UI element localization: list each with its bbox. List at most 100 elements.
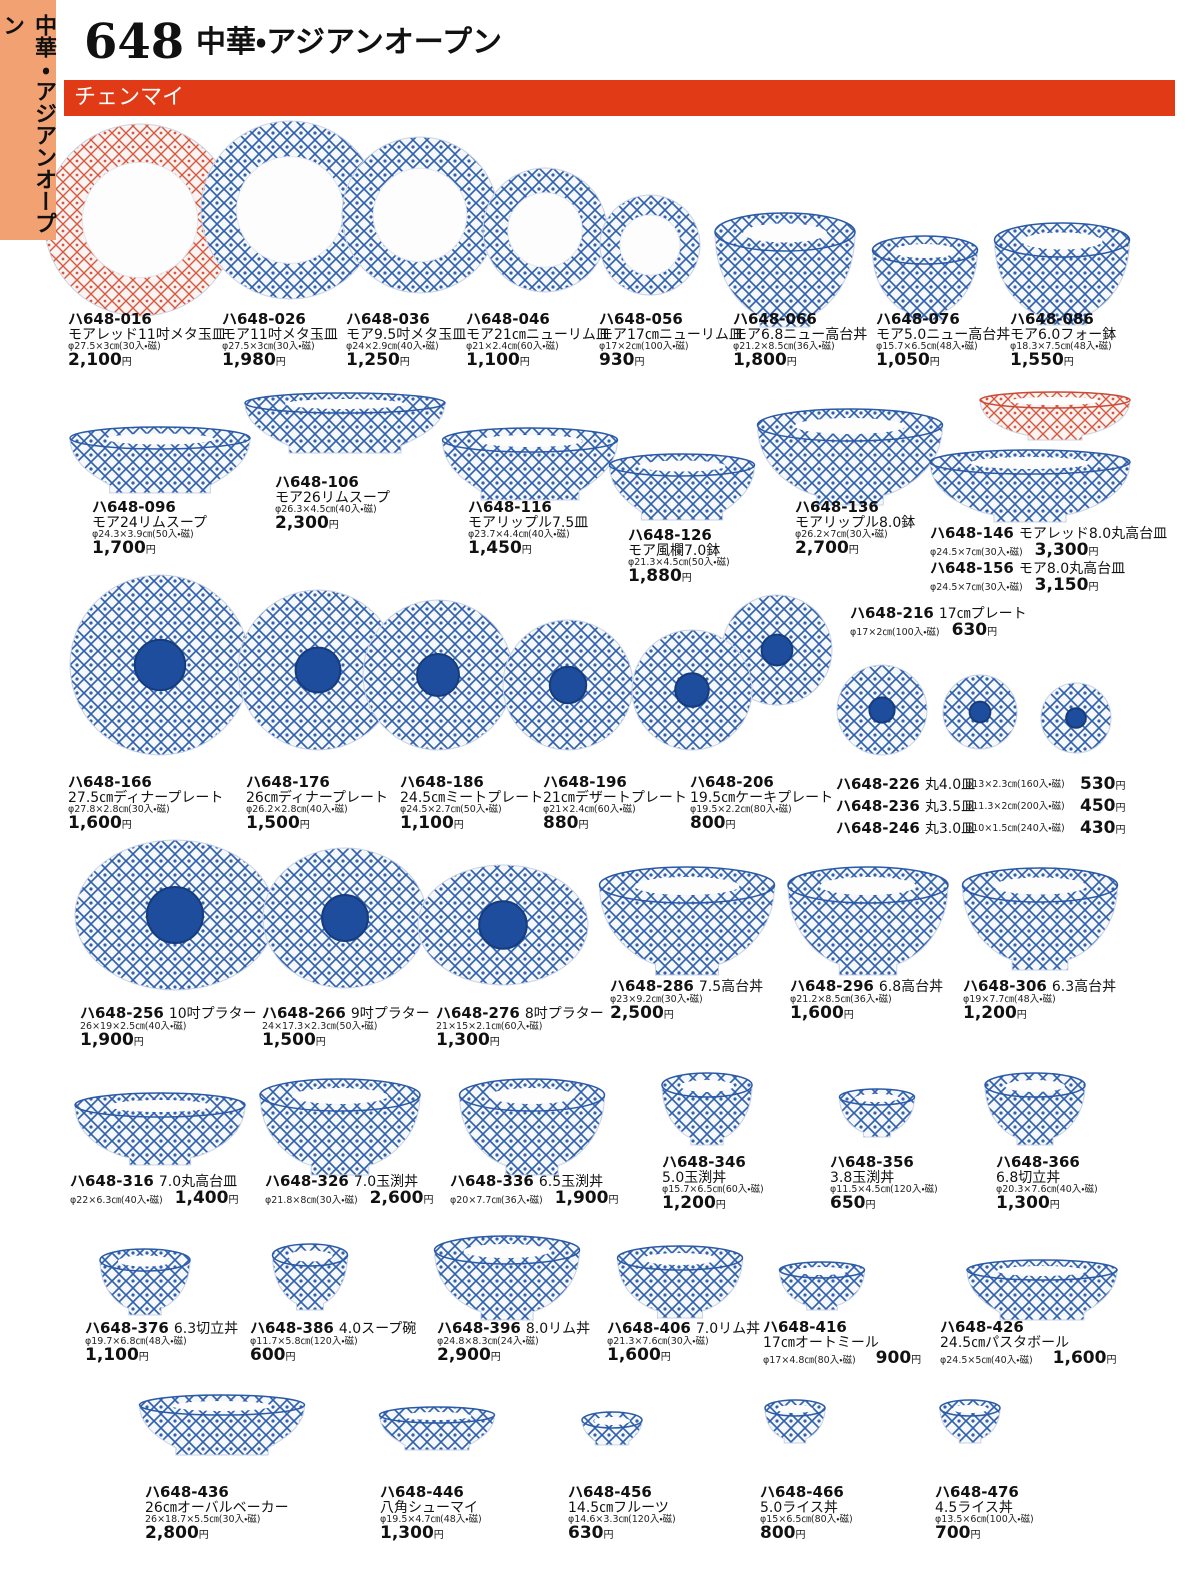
spec-price-line: φ17×2㎝(100入・磁) 630円: [850, 619, 1027, 640]
product-spec: φ15.7×6.5㎝(60入・磁): [662, 1184, 764, 1196]
product-spec: φ19.7×6.8㎝(48入・磁): [85, 1335, 187, 1347]
price-value: 630: [951, 619, 988, 640]
product-spec: 26×19×2.5㎝(40入・磁): [80, 1020, 187, 1032]
plate-center: [548, 665, 588, 705]
plate-center: [81, 161, 199, 279]
product-name: 10吋プラター: [168, 1006, 257, 1022]
bowl-inside: [1021, 232, 1103, 250]
product-name: 7.0リム丼: [695, 1321, 761, 1337]
currency: 円: [1088, 546, 1099, 558]
bowl-inside: [638, 460, 726, 472]
price-line: 2,700円: [795, 539, 915, 558]
price: 1,100円: [466, 350, 530, 370]
product-spec: φ15.7×6.5㎝(48入・磁): [876, 341, 978, 353]
product-label: ハ648-316 7.0丸高台皿 φ22×6.3㎝(40入・磁) 1,400円: [70, 1173, 238, 1208]
currency: 円: [725, 820, 736, 832]
price-line: 630円: [568, 1524, 676, 1543]
bowl-inside: [993, 877, 1087, 895]
price: 1,250円: [346, 350, 410, 370]
product-label: ハ648-336 6.5玉渕丼 φ20×7.7㎝(36入・磁) 1,900円: [450, 1173, 618, 1208]
currency: 円: [328, 520, 339, 532]
product-name: 6.8切立丼: [996, 1169, 1061, 1186]
price-value: 1,880: [628, 566, 682, 587]
product-label: ハ648-186 24.5㎝ミートプレート φ24.5×2.7㎝(50入・磁) 1,1…: [400, 773, 543, 833]
currency: 円: [603, 1530, 614, 1542]
bowl-inside: [287, 1250, 333, 1262]
price: 1,400円: [175, 1188, 239, 1208]
price-value: 3,300: [1034, 539, 1089, 560]
product-name: 6.5玉渕丼: [538, 1174, 604, 1190]
plate-center: [294, 646, 342, 694]
currency: 円: [275, 357, 286, 369]
price: 1,500円: [246, 813, 310, 833]
product-spec: φ27.5×3㎝(30入・磁): [222, 341, 315, 353]
product-name: 4.5ライス丼: [935, 1499, 1013, 1516]
product-name: モア9.5吋メタ玉皿: [346, 326, 467, 343]
price: 800円: [690, 813, 736, 833]
price: 1,300円: [380, 1523, 444, 1543]
price-line: 1,600円: [607, 1346, 760, 1365]
product-spec: φ19.5×4.7㎝(48入・磁): [380, 1514, 482, 1526]
currency: 円: [399, 357, 410, 369]
price: 2,100円: [68, 350, 132, 370]
bowl-body: [871, 249, 979, 321]
product-spec: φ11.3×2㎝(200入・磁): [966, 801, 1065, 812]
bowl-body: [979, 399, 1131, 441]
product-label: ハ648-346 5.0玉渕丼 φ15.7×6.5㎝(60入・磁) 1,200円: [662, 1154, 764, 1213]
product-code: ハ648-316: [70, 1172, 154, 1190]
product-spec: φ18.3×7.5㎝(48入・磁): [1010, 341, 1112, 353]
product-name: モア5.0ニュー高台丼: [876, 326, 1011, 343]
product-code: ハ648-106: [275, 473, 359, 491]
bowl-inside: [997, 1266, 1087, 1276]
product-code: ハ648-366: [996, 1153, 1080, 1171]
price-value: 900: [875, 1348, 912, 1369]
plate-center: [674, 672, 710, 708]
product-spec: φ24×2.9㎝(40入・磁): [346, 341, 439, 353]
product-name: 26㎝オーバルベーカー: [145, 1499, 289, 1516]
product-label: ハ648-226 丸4.0皿 φ13×2.3㎝(160入・磁) 530円: [836, 775, 1126, 796]
product-label: ハ648-366 6.8切立丼 φ20.3×7.6㎝(40入・磁) 1,300円: [996, 1153, 1098, 1213]
bowl-body: [661, 1084, 753, 1146]
price: 1,600円: [68, 813, 132, 833]
product-name: 5.0ライス丼: [760, 1499, 838, 1516]
product-spec: φ24.8×8.3㎝(24入・磁): [437, 1335, 539, 1347]
price-value: 450: [1080, 796, 1116, 816]
product-name: 7.5高台丼: [698, 979, 764, 995]
product-spec: φ17×2㎝(100入・磁): [599, 341, 689, 353]
product-name: 6.8高台丼: [878, 979, 944, 995]
product-code: ハ648-186: [400, 773, 484, 791]
currency: 円: [660, 1351, 671, 1363]
product-name: モア11吋メタ玉皿: [222, 326, 338, 343]
price: 3,150円: [1035, 575, 1099, 595]
product-spec: φ24.5×5㎝(40入・磁): [940, 1355, 1033, 1367]
price-line: 2,300円: [275, 513, 390, 533]
bowl-body: [787, 884, 949, 976]
product-name: 8吋プラター: [524, 1006, 604, 1022]
currency: 円: [843, 1009, 854, 1021]
price-line: 930円: [599, 351, 743, 370]
price-line: 1,500円: [246, 813, 388, 833]
product-label: ハ648-076 モア5.0ニュー高台丼 φ15.7×6.5㎝(48入・磁) 1,05…: [876, 310, 1011, 370]
price: 1,200円: [963, 1003, 1027, 1023]
product-code: ハ648-416: [763, 1318, 847, 1336]
bowl-inside: [794, 418, 906, 434]
product-code: ハ648-196: [543, 773, 627, 791]
price: 1,800円: [733, 350, 797, 370]
price-value: 600: [250, 1344, 286, 1365]
product-spec: φ21×2.4㎝(60入・磁): [543, 804, 636, 816]
product-code: ハ648-076: [876, 310, 960, 328]
plate-center: [416, 653, 460, 697]
spec-price-line: φ21.8×8㎝(30入・磁) 2,600円: [265, 1189, 433, 1208]
price: 2,300円: [275, 513, 339, 533]
product-label: ハ648-356 3.8玉渕丼 φ11.5×4.5㎝(120入・磁) 650円: [830, 1154, 938, 1213]
price-value: 800: [760, 1523, 796, 1544]
bowl-inside: [796, 1267, 848, 1275]
product-spec: φ24.5×2.7㎝(50入・磁): [400, 804, 502, 816]
price: 530円: [1080, 775, 1126, 794]
price: 3,300円: [1035, 540, 1099, 560]
product-label: ハ648-476 4.5ライス丼 φ13.5×6㎝(100入・磁) 700円: [935, 1484, 1034, 1543]
price-value: 800: [690, 813, 726, 834]
product-label: ハ648-456 14.5㎝フルーツ φ14.6×3.3㎝(120入・磁) 630円: [568, 1484, 676, 1543]
currency: 円: [1115, 825, 1126, 836]
currency: 円: [608, 1194, 619, 1206]
